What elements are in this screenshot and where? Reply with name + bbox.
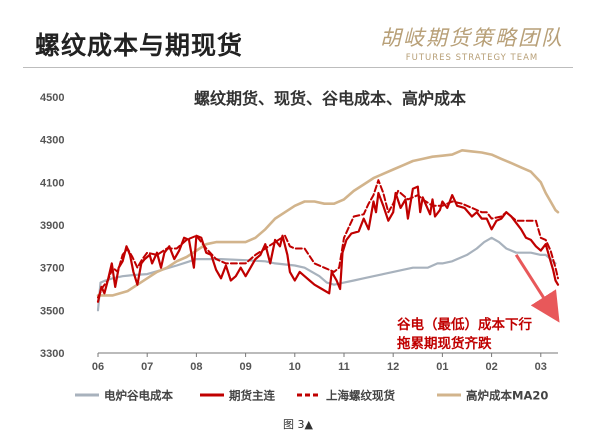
y-tick-label: 3700 xyxy=(40,263,64,275)
x-tick-label: 08 xyxy=(190,361,202,373)
legend-label: 上海螺纹现货 xyxy=(326,389,395,403)
page-header: 螺纹成本与期现货 胡岐期货策略团队 FUTURES STRATEGY TEAM xyxy=(0,0,596,70)
series-line-futures xyxy=(96,185,560,303)
y-tick-label: 4500 xyxy=(40,92,64,104)
x-tick-label: 02 xyxy=(485,361,497,373)
annotation-arrow xyxy=(514,254,560,323)
brand-name-cn: 胡岐期货策略团队 xyxy=(380,26,564,50)
x-tick-label: 12 xyxy=(387,361,399,373)
series-line-spot xyxy=(97,179,559,299)
annotation-text: 拖累期现货齐跌 xyxy=(397,335,492,352)
x-tick-label: 10 xyxy=(289,361,301,373)
y-tick-label: 3900 xyxy=(40,220,64,232)
x-tick-label: 01 xyxy=(436,361,448,373)
x-tick-label: 06 xyxy=(92,361,104,373)
legend-label: 高炉成本MA20 xyxy=(466,389,548,403)
x-tick-label: 07 xyxy=(141,361,153,373)
x-tick-label: 09 xyxy=(239,361,251,373)
legend-label: 电炉谷电成本 xyxy=(104,389,173,403)
header-divider xyxy=(23,67,573,68)
y-tick-label: 3500 xyxy=(40,305,64,317)
figure-caption: 图 3▲ xyxy=(283,418,313,431)
x-tick-label: 11 xyxy=(338,361,350,373)
series-line-ma20 xyxy=(96,149,560,297)
page-title: 螺纹成本与期现货 xyxy=(35,31,244,60)
brand-name-en: FUTURES STRATEGY TEAM xyxy=(405,53,539,63)
annotation-text: 谷电（最低）成本下行 xyxy=(397,316,532,333)
y-tick-label: 4100 xyxy=(40,177,64,189)
y-tick-label: 4300 xyxy=(40,135,64,147)
y-tick-label: 3300 xyxy=(40,348,64,360)
brand-logo: 胡岐期货策略团队 FUTURES STRATEGY TEAM xyxy=(380,22,564,63)
legend-label: 期货主连 xyxy=(229,389,275,403)
x-tick-label: 03 xyxy=(535,361,547,373)
chart-title: 螺纹期货、现货、谷电成本、高炉成本 xyxy=(194,89,466,108)
